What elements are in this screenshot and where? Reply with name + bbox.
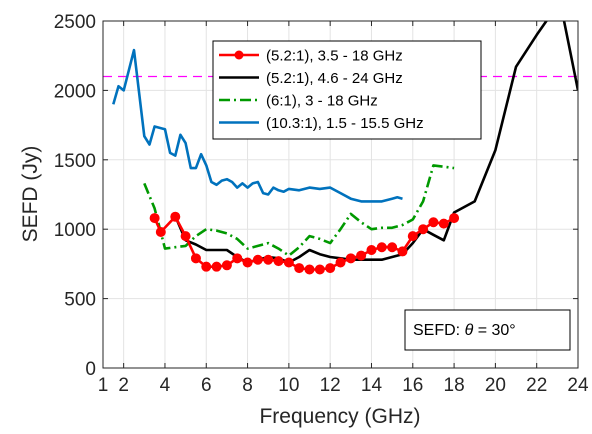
x-tick-label: 2 xyxy=(118,375,129,396)
annotation-prefix: SEFD: xyxy=(413,322,465,339)
x-tick-label: 18 xyxy=(444,375,465,396)
data-point xyxy=(190,253,201,264)
data-point xyxy=(242,257,253,268)
data-point xyxy=(449,213,460,224)
legend-label: (10.3:1), 1.5 - 15.5 GHz xyxy=(266,115,424,132)
x-tick-label: 4 xyxy=(160,375,171,396)
data-point xyxy=(201,261,212,272)
x-tick-label: 6 xyxy=(201,375,212,396)
x-tick-label: 16 xyxy=(402,375,423,396)
y-axis-title: SEFD (Jy) xyxy=(19,146,42,243)
data-point xyxy=(325,263,336,274)
legend-label: (5.2:1), 4.6 - 24 GHz xyxy=(266,70,403,87)
y-tick-label: 500 xyxy=(64,290,96,311)
data-point xyxy=(155,226,166,237)
data-point xyxy=(335,257,346,268)
series-line xyxy=(112,48,403,203)
data-point xyxy=(366,245,377,256)
legend: (5.2:1), 3.5 - 18 GHz (5.2:1), 4.6 - 24 G… xyxy=(212,40,482,140)
data-point xyxy=(232,253,243,264)
data-point xyxy=(170,211,181,222)
series-0 xyxy=(149,211,460,275)
y-tick-label: 0 xyxy=(85,359,96,380)
annotation-suffix: = 30° xyxy=(473,322,515,339)
series-2 xyxy=(143,164,455,257)
legend-item: (5.2:1), 3.5 - 18 GHz xyxy=(219,48,403,65)
data-point xyxy=(252,254,263,265)
data-point xyxy=(211,261,222,272)
y-tick-label: 2500 xyxy=(54,12,96,33)
x-tick-label: 20 xyxy=(485,375,506,396)
axes: 1 2 4 6 8 10 12 14 16 18 20 22 240500100015002000250… xyxy=(54,12,589,396)
legend-item: (6:1), 3 - 18 GHz xyxy=(219,93,378,110)
data-point xyxy=(283,257,294,268)
annotation-box: SEFD: θ = 30° xyxy=(404,309,571,351)
x-tick-label: 8 xyxy=(242,375,253,396)
legend-label: (5.2:1), 3.5 - 18 GHz xyxy=(266,48,403,65)
data-point xyxy=(149,213,160,224)
data-point xyxy=(314,264,325,275)
legend-item: (5.2:1), 4.6 - 24 GHz xyxy=(219,70,403,87)
data-point xyxy=(356,250,367,261)
x-tick-label: 10 xyxy=(278,375,299,396)
data-point xyxy=(376,242,387,253)
series-line xyxy=(143,164,455,257)
legend-item: (10.3:1), 1.5 - 15.5 GHz xyxy=(219,115,424,132)
y-tick-label: 1500 xyxy=(54,151,96,172)
data-point xyxy=(438,218,449,229)
data-point xyxy=(221,260,232,271)
x-tick-label: 22 xyxy=(526,375,547,396)
data-point xyxy=(294,263,305,274)
data-point xyxy=(428,217,439,228)
y-tick-label: 2000 xyxy=(54,81,96,102)
data-point xyxy=(387,242,398,253)
plot-frame xyxy=(102,20,579,369)
annotation-theta-symbol: θ xyxy=(465,322,474,339)
data-point xyxy=(263,254,274,265)
x-tick-label: 1 xyxy=(98,375,109,396)
data-point xyxy=(180,231,191,242)
legend-label: (6:1), 3 - 18 GHz xyxy=(266,93,378,110)
data-point xyxy=(418,224,429,235)
data-point xyxy=(345,253,356,264)
legend-marker xyxy=(234,50,244,60)
x-tick-label: 24 xyxy=(567,375,589,396)
x-axis-title: Frequency (GHz) xyxy=(259,405,420,428)
series-3 xyxy=(112,48,403,203)
data-point xyxy=(304,264,315,275)
x-tick-label: 12 xyxy=(320,375,341,396)
data-point xyxy=(273,256,284,267)
data-point xyxy=(407,231,418,242)
series-layer xyxy=(112,21,578,275)
x-tick-label: 14 xyxy=(361,375,383,396)
y-tick-label: 1000 xyxy=(54,220,96,241)
annotation-text: SEFD: θ = 30° xyxy=(413,322,516,339)
data-point xyxy=(397,246,408,257)
